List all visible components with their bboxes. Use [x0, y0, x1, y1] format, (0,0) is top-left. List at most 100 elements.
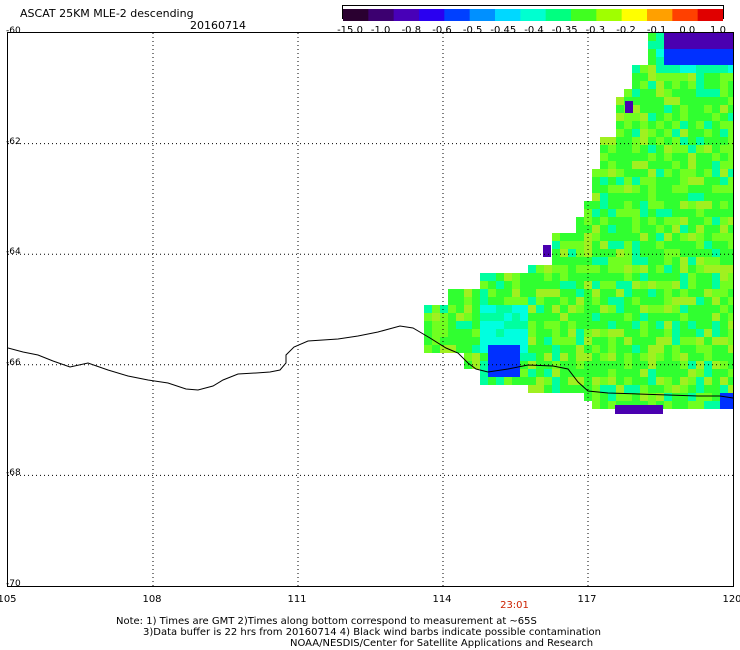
swath-cell — [600, 249, 608, 257]
swath-cell — [688, 169, 696, 177]
swath-cell — [672, 137, 680, 145]
swath-cell — [664, 345, 672, 353]
swath-cell — [728, 201, 736, 209]
swath-cell — [528, 329, 536, 337]
swath-cell — [616, 233, 624, 241]
swath-cell — [560, 281, 568, 289]
swath-cell — [624, 185, 632, 193]
swath-cell — [720, 217, 728, 225]
swath-cell — [488, 329, 496, 337]
swath-cell — [704, 209, 712, 217]
colorbar-label: 0.0 — [679, 25, 696, 36]
swath-cell — [656, 249, 664, 257]
swath-cell — [600, 273, 608, 281]
swath-cell — [456, 345, 464, 353]
swath-cell — [544, 353, 552, 361]
swath-cell — [624, 345, 632, 353]
swath-cell — [624, 113, 632, 121]
swath-cell — [568, 385, 576, 393]
swath-cell — [720, 193, 728, 201]
swath-cell — [688, 193, 696, 201]
swath-cell — [608, 305, 616, 313]
swath-cell — [712, 169, 720, 177]
swath-cell — [672, 273, 680, 281]
swath-cell — [568, 313, 576, 321]
swath-cell — [488, 321, 496, 329]
swath-cell — [544, 305, 552, 313]
swath-cell — [528, 273, 536, 281]
swath-cell — [592, 225, 600, 233]
swath-cell — [608, 241, 616, 249]
swath-cell — [504, 329, 512, 337]
swath-cell — [712, 137, 720, 145]
swath-cell — [632, 73, 640, 81]
swath-cell — [424, 313, 432, 321]
map-canvas — [7, 33, 736, 586]
swath-cell — [696, 249, 704, 257]
swath-cell — [728, 73, 736, 81]
swath-cell — [728, 105, 736, 113]
swath-cell — [592, 233, 600, 241]
swath-cell — [456, 337, 464, 345]
swath-cell — [720, 297, 728, 305]
swath-cell — [496, 305, 504, 313]
swath-cell — [680, 105, 688, 113]
swath-cell — [656, 265, 664, 273]
swath-cell — [488, 313, 496, 321]
swath-cell — [696, 241, 704, 249]
swath-cell — [664, 329, 672, 337]
swath-cell — [496, 337, 504, 345]
swath-cell — [696, 257, 704, 265]
swath-cell — [720, 313, 728, 321]
swath-cell — [672, 217, 680, 225]
swath-cell — [592, 369, 600, 377]
swath-cell — [672, 225, 680, 233]
swath-cell — [720, 153, 728, 161]
swath-cell — [672, 241, 680, 249]
swath-cell — [720, 49, 728, 57]
swath-cell — [672, 73, 680, 81]
swath-cell — [512, 377, 520, 385]
swath-cell — [656, 169, 664, 177]
swath-cell — [448, 305, 456, 313]
swath-cell — [608, 297, 616, 305]
swath-cell — [680, 385, 688, 393]
swath-cell — [624, 241, 632, 249]
swath-cell — [664, 337, 672, 345]
swath-cell — [560, 249, 568, 257]
swath-cell — [712, 313, 720, 321]
swath-cell — [592, 281, 600, 289]
swath-cell — [656, 337, 664, 345]
swath-cell — [543, 245, 551, 257]
swath-cell — [688, 265, 696, 273]
swath-cell — [712, 145, 720, 153]
colorbar-segment — [393, 9, 420, 21]
swath-cell — [456, 305, 464, 313]
swath-cell — [696, 225, 704, 233]
swath-cell — [528, 289, 536, 297]
swath-cell — [712, 289, 720, 297]
swath-cell — [704, 41, 712, 49]
antarctic-coastline — [7, 325, 734, 399]
swath-cell — [624, 169, 632, 177]
swath-cell — [664, 401, 672, 409]
swath-cell — [496, 297, 504, 305]
swath-cell — [640, 321, 648, 329]
swath-cell — [632, 257, 640, 265]
swath-cell — [728, 49, 736, 57]
swath-cell — [680, 153, 688, 161]
colorbar-segment — [672, 9, 699, 21]
swath-cell — [656, 89, 664, 97]
swath-cell — [560, 313, 568, 321]
swath-cell — [728, 369, 736, 377]
swath-cell — [664, 377, 672, 385]
swath-cell — [704, 73, 712, 81]
swath-cell — [600, 313, 608, 321]
swath-cell — [728, 33, 736, 41]
swath-cell — [480, 297, 488, 305]
swath-cell — [592, 193, 600, 201]
swath-cell — [672, 193, 680, 201]
swath-cell — [728, 385, 736, 393]
swath-cell — [624, 161, 632, 169]
swath-cell — [576, 289, 584, 297]
